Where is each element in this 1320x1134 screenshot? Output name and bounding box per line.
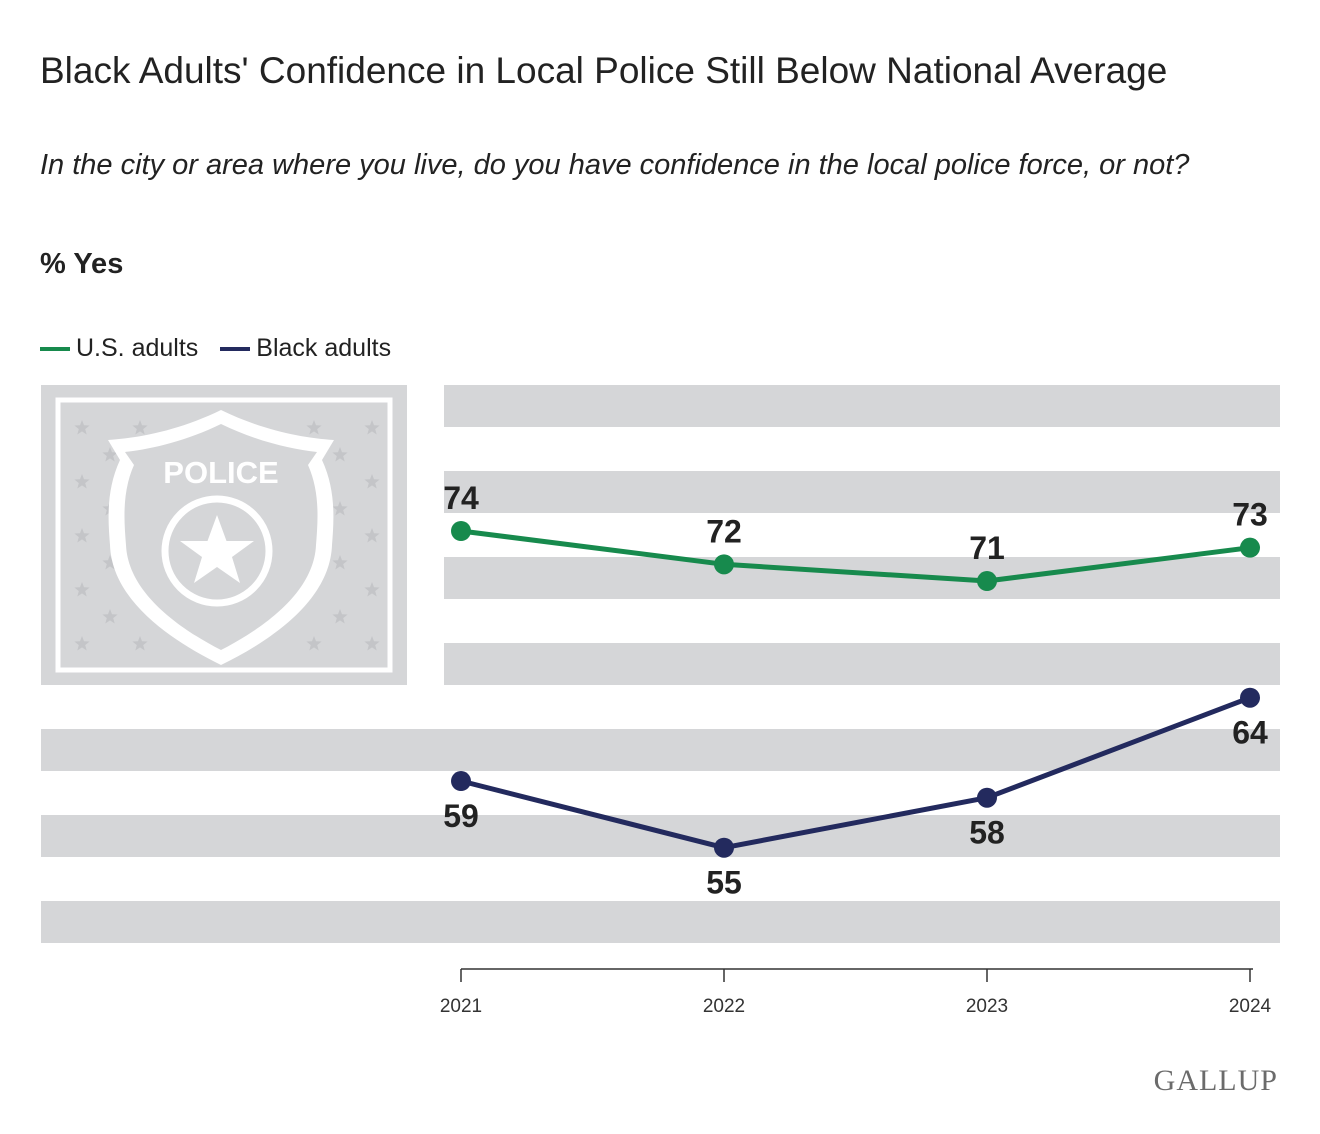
canton-star-icon (102, 609, 118, 624)
canton-star-icon (74, 582, 90, 597)
canton-star-icon (74, 636, 90, 651)
series-line-us-adults (460, 528, 1251, 584)
canton-star-icon (332, 501, 348, 516)
legend-item-black-adults: Black adults (220, 334, 391, 363)
data-label-us-adults: 73 (1232, 497, 1268, 533)
data-label-us-adults: 72 (706, 513, 742, 549)
canton-star-icon (74, 420, 90, 435)
data-point-us-adults (451, 521, 471, 541)
data-label-us-adults: 74 (443, 480, 479, 516)
canton-star-icon (364, 582, 380, 597)
canton-star-icon (74, 528, 90, 543)
flag-canton: POLICE (41, 385, 407, 685)
canton-star-icon (74, 474, 90, 489)
data-label-black-adults: 58 (969, 815, 1005, 851)
data-point-black-adults (977, 787, 997, 808)
flag-stripe (444, 471, 1280, 513)
flag-stripe (444, 643, 1280, 685)
canton-star-icon (102, 555, 118, 570)
canton-star-icon (332, 447, 348, 462)
canton-stars (74, 420, 380, 651)
series-us-adults: 74 72 71 73 (443, 480, 1268, 592)
x-tick-label: 2023 (966, 996, 1008, 1017)
canton-star-icon (306, 636, 322, 651)
series-layer: 74 72 71 73 59 55 58 64 (443, 480, 1268, 901)
x-tick-label: 2024 (1229, 996, 1272, 1017)
flag-stripe (444, 385, 1280, 427)
canton-star-icon (306, 420, 322, 435)
data-label-black-adults: 55 (706, 865, 742, 901)
data-label-us-adults: 71 (969, 530, 1005, 566)
badge-ring (161, 495, 273, 607)
data-label-black-adults: 59 (443, 798, 479, 834)
canton-star-icon (364, 474, 380, 489)
data-label-black-adults: 64 (1232, 715, 1268, 751)
data-point-us-adults (1240, 537, 1260, 558)
canton-star-icon (332, 555, 348, 570)
data-point-black-adults (714, 837, 734, 858)
canton-star-icon (102, 447, 118, 462)
series-black-adults: 59 55 58 64 (443, 687, 1268, 901)
legend-swatch-us-adults (40, 346, 70, 351)
canton-frame (55, 397, 393, 673)
chart-title: Black Adults' Confidence in Local Police… (40, 50, 1168, 91)
legend-item-us-adults: U.S. adults (40, 334, 198, 363)
canton-star-icon (364, 636, 380, 651)
legend: U.S. adults Black adults (40, 334, 413, 363)
data-point-us-adults (977, 571, 997, 592)
flag-stripe (41, 815, 1280, 857)
flag-stripe (444, 557, 1280, 599)
data-point-us-adults (714, 554, 734, 575)
x-tick-label: 2022 (703, 996, 745, 1017)
gallup-logo: GALLUP (1153, 1064, 1278, 1097)
data-point-black-adults (451, 771, 471, 792)
badge-text: POLICE (163, 455, 278, 490)
x-tick-label: 2021 (440, 996, 482, 1017)
legend-label-us-adults: U.S. adults (76, 334, 199, 362)
legend-swatch-black-adults (220, 346, 251, 351)
series-line-black-adults (460, 695, 1251, 851)
canton-star-icon (132, 636, 148, 651)
canton-star-icon (132, 420, 148, 435)
badge-star-icon (180, 515, 254, 583)
chart-subtitle: In the city or area where you live, do y… (40, 149, 1190, 181)
canton-star-icon (364, 420, 380, 435)
canton-star-icon (332, 609, 348, 624)
x-axis: 2021 2022 2023 2024 (440, 968, 1272, 1017)
data-point-black-adults (1240, 687, 1260, 708)
flag-stripe (41, 729, 1280, 771)
police-badge-icon: POLICE (108, 410, 334, 665)
flag-stripe (41, 901, 1280, 943)
legend-label-black-adults: Black adults (256, 334, 392, 362)
unit-label: % Yes (40, 248, 124, 280)
canton-star-icon (364, 528, 380, 543)
